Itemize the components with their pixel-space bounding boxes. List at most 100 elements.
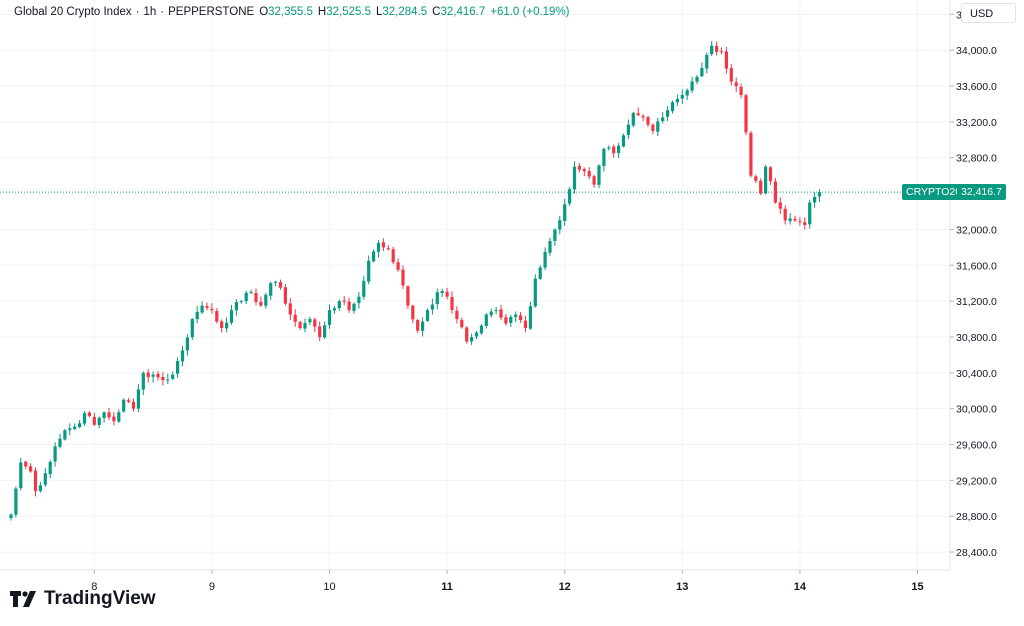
candle-body: [131, 401, 136, 409]
candle-body: [705, 54, 709, 69]
candle-body: [572, 166, 577, 190]
candle-body: [381, 242, 385, 248]
candle-body: [514, 314, 518, 318]
candle-body: [509, 316, 513, 324]
candle-body: [680, 95, 684, 99]
candle-body: [278, 282, 283, 288]
candle-body: [460, 319, 464, 328]
candle-body: [239, 301, 243, 303]
y-tick-label: 31,600.0: [956, 260, 997, 272]
currency-button[interactable]: USD: [961, 3, 1016, 23]
candle-body: [617, 145, 621, 154]
candle-body: [367, 260, 371, 282]
candle-body: [411, 305, 415, 320]
candle-body: [484, 314, 488, 326]
low-label: L: [375, 6, 383, 18]
candle-body: [729, 68, 733, 82]
candle-body: [352, 303, 356, 311]
y-tick-label: 29,600.0: [956, 440, 997, 452]
candle-body: [185, 337, 189, 351]
candle-body: [190, 319, 194, 338]
candle-body: [112, 416, 116, 422]
x-tick-label: 14: [794, 581, 807, 593]
price-axis[interactable]: 34,400.034,000.033,600.033,200.032,800.0…: [950, 9, 997, 559]
candle-body: [548, 241, 552, 253]
interval-label[interactable]: 1h: [143, 6, 157, 18]
candle-body: [759, 180, 763, 194]
candlestick-series: [9, 41, 822, 521]
candle-body: [641, 116, 645, 118]
candle-body: [597, 165, 601, 185]
high-value: 32,525.5: [326, 6, 371, 18]
close-value: 32,416.7: [440, 6, 486, 18]
candle-body: [205, 306, 209, 308]
open-label: O: [259, 6, 269, 18]
candle-body: [631, 112, 635, 126]
candle-body: [308, 319, 312, 323]
candle-body: [141, 372, 145, 390]
candle-body: [283, 287, 287, 304]
candle-body: [38, 485, 42, 491]
y-tick-label: 29,200.0: [956, 475, 997, 487]
candle-body: [68, 428, 72, 431]
candle-body: [210, 308, 214, 311]
y-tick-label: 30,000.0: [956, 404, 997, 416]
candle-body: [87, 412, 91, 416]
candle-body: [499, 309, 503, 318]
candle-body: [528, 306, 532, 329]
candle-body: [636, 113, 640, 116]
candle-body: [161, 376, 165, 380]
candle-body: [479, 325, 483, 334]
candle-body: [440, 290, 444, 294]
candle-body: [450, 297, 454, 310]
x-tick-label: 12: [559, 581, 571, 593]
close-label: C: [432, 6, 441, 18]
exchange-label[interactable]: PEPPERSTONE: [168, 6, 255, 18]
tradingview-logo[interactable]: TradingView: [10, 588, 156, 610]
candle-body: [538, 267, 542, 279]
candle-body: [195, 311, 199, 320]
candle-body: [92, 416, 96, 425]
candle-body: [734, 82, 738, 87]
candle-body: [577, 166, 581, 170]
candle-body: [215, 310, 219, 322]
candle-body: [200, 305, 204, 313]
candle-body: [298, 322, 302, 329]
brand-name: TradingView: [44, 588, 156, 609]
candle-body: [719, 51, 724, 53]
time-axis[interactable]: 8 9 10 11 12 13 14 15: [91, 570, 924, 593]
legend-header[interactable]: Global 20 Crypto Index · 1h · PEPPERSTON…: [14, 6, 570, 18]
candle-body: [788, 218, 792, 222]
high-label: H: [317, 6, 327, 18]
candle-body: [234, 302, 238, 311]
candle-body: [259, 301, 263, 306]
candle-body: [470, 337, 474, 342]
candle-body: [53, 446, 57, 462]
candle-body: [817, 192, 822, 197]
candle-body: [151, 374, 155, 377]
candle-body: [646, 117, 650, 125]
candle-body: [768, 167, 773, 182]
candle-body: [24, 461, 28, 467]
candle-body: [225, 322, 229, 329]
candle-body: [293, 314, 297, 322]
candle-body: [504, 317, 508, 324]
candle-body: [783, 208, 787, 221]
candle-body: [220, 321, 224, 329]
candle-body: [127, 400, 131, 402]
candle-body: [715, 45, 719, 52]
symbol-name[interactable]: Global 20 Crypto Index: [14, 6, 132, 18]
y-tick-label: 28,400.0: [956, 547, 997, 559]
candle-body: [465, 327, 469, 342]
candle-body: [136, 389, 140, 409]
candle-body: [313, 319, 317, 327]
candle-body: [670, 102, 675, 112]
candle-body: [406, 286, 410, 306]
candle-body: [519, 315, 523, 321]
candle-body: [558, 220, 562, 230]
candle-body: [401, 269, 405, 286]
candle-body: [474, 332, 479, 337]
candle-body: [739, 86, 743, 95]
y-tick-label: 33,200.0: [956, 117, 997, 129]
